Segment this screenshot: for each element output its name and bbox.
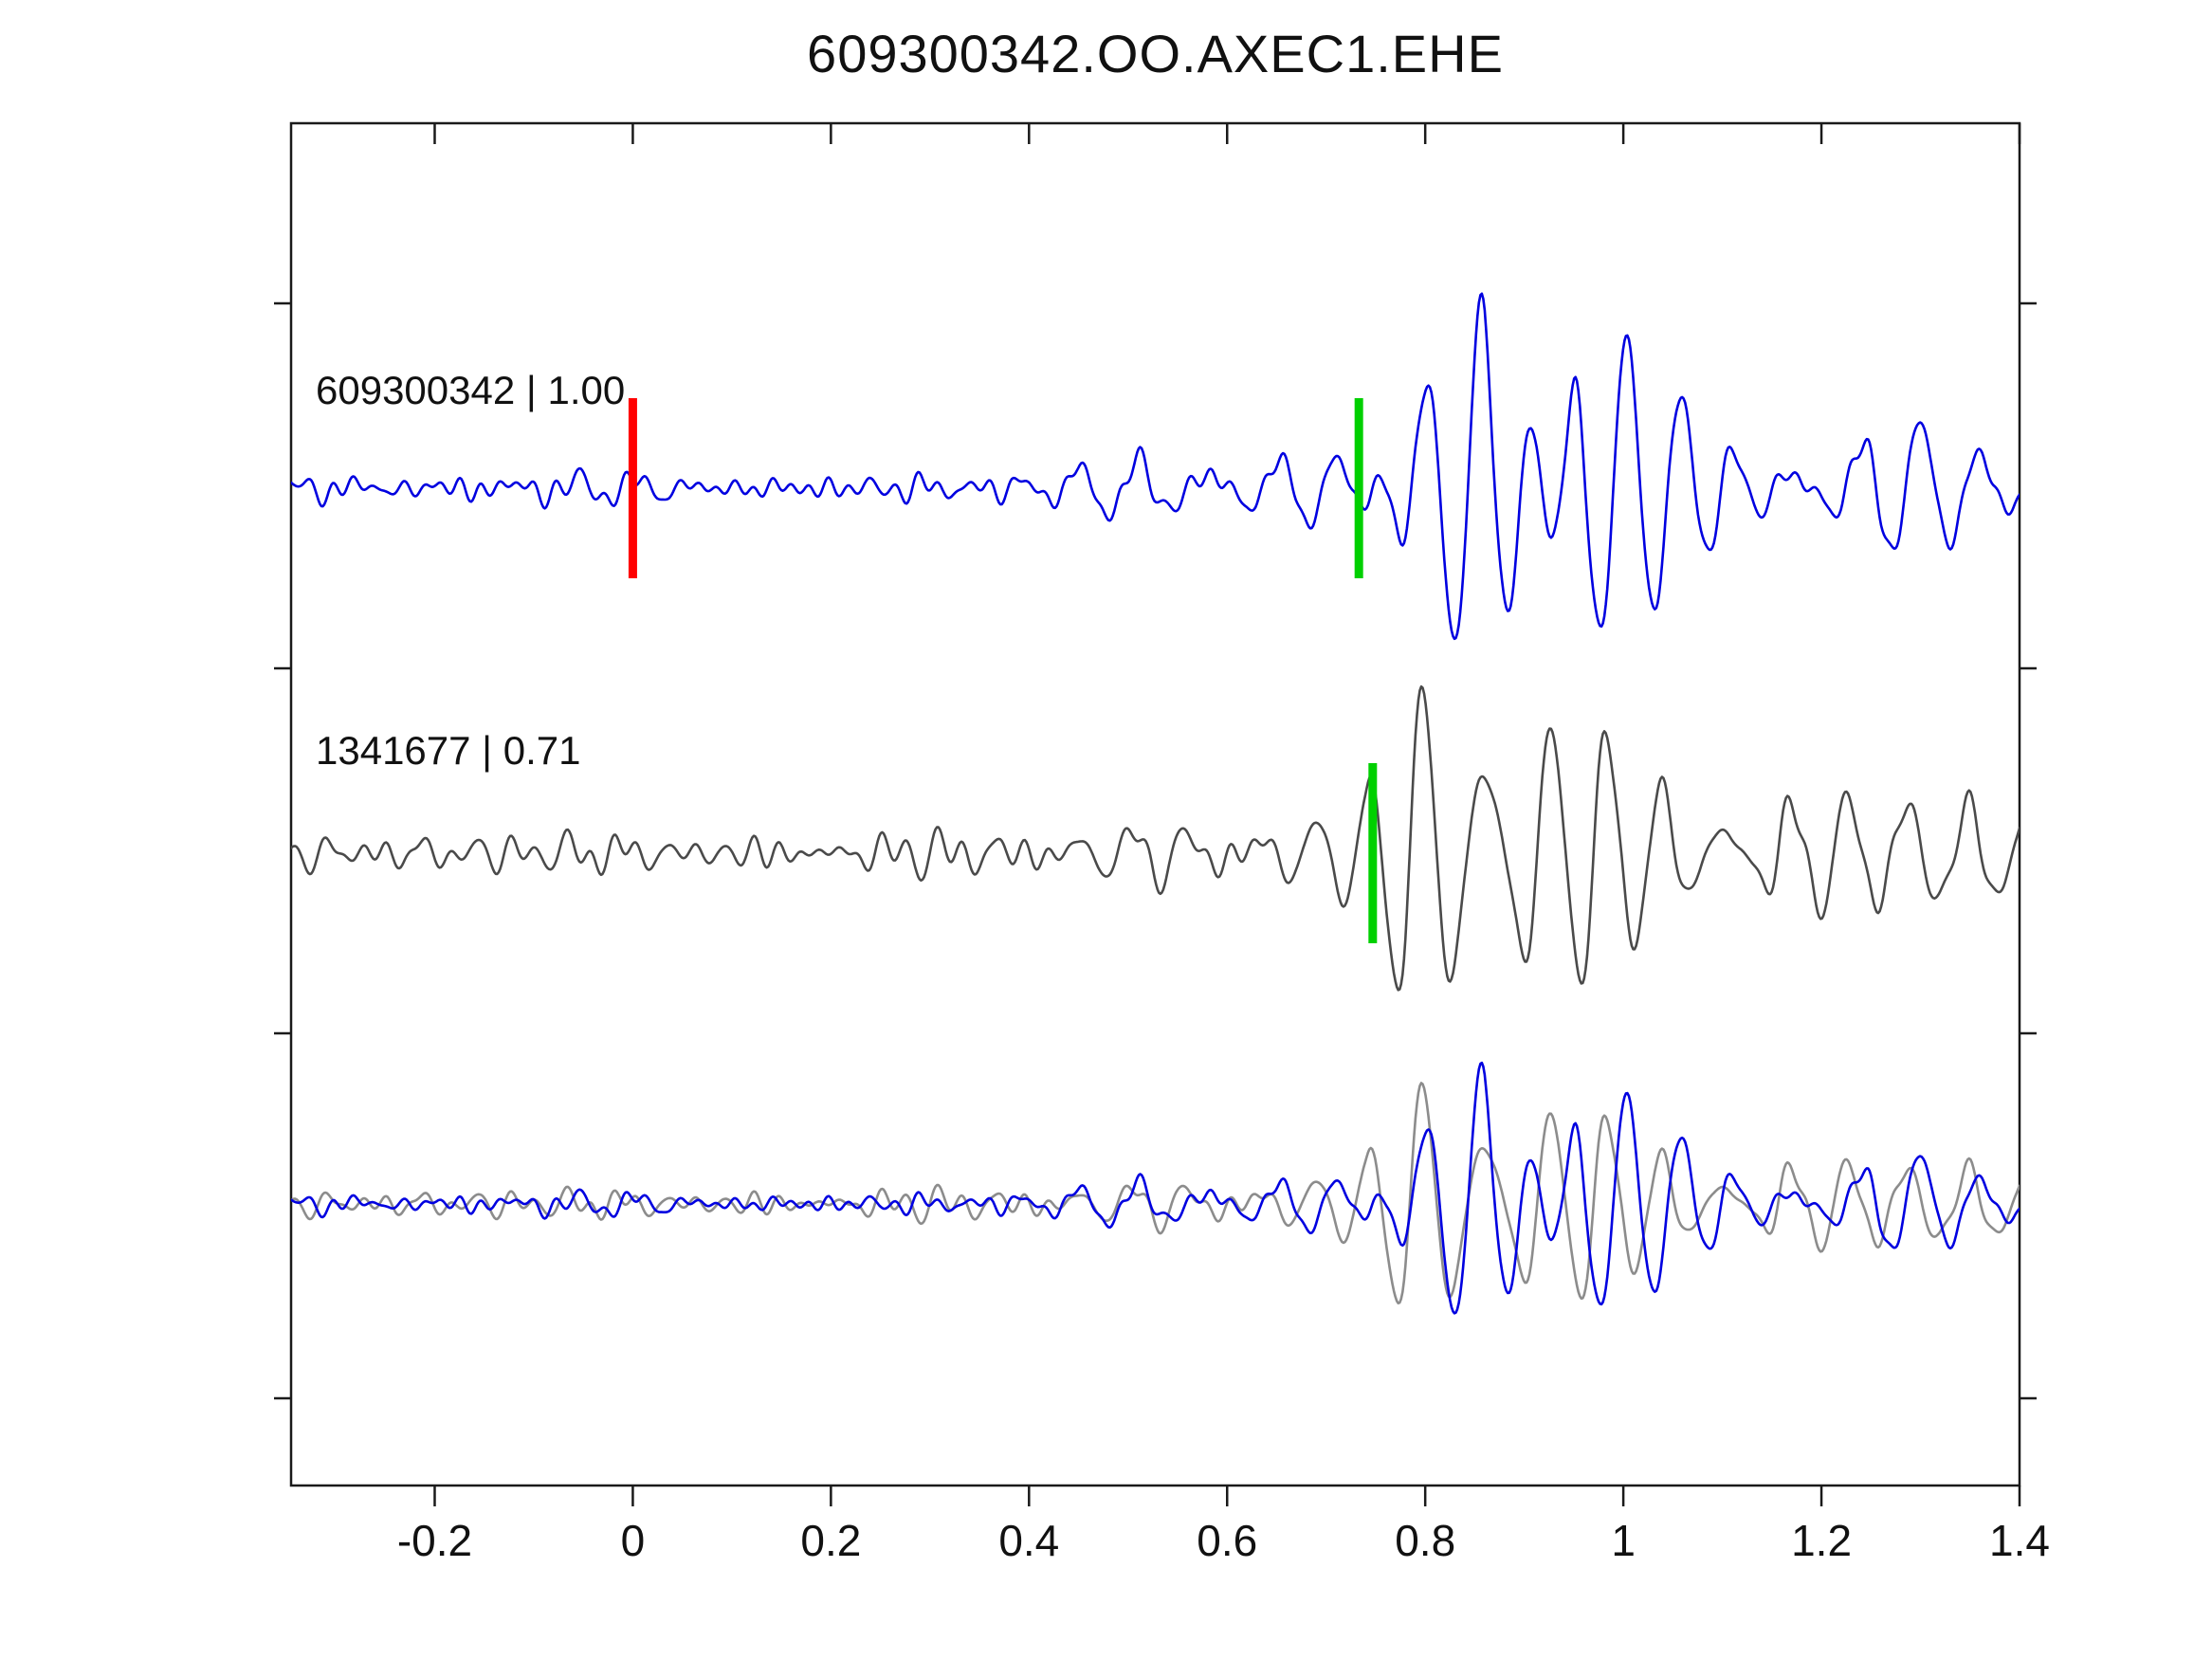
x-tick-label: 0 xyxy=(621,1516,646,1565)
trace-label-detection: 1341677 | 0.71 xyxy=(316,728,581,773)
x-tick-label: 1 xyxy=(1611,1516,1636,1565)
overlay-trace-template xyxy=(291,1061,2020,1315)
plot-border xyxy=(289,121,2021,1487)
x-tick-label: 0.4 xyxy=(998,1516,1059,1565)
trace-label-template: 609300342 | 1.00 xyxy=(316,368,626,412)
overlay-trace-detection xyxy=(291,1082,2020,1304)
x-tick-label: 1.2 xyxy=(1791,1516,1852,1565)
trace-template xyxy=(291,292,2020,641)
trace-detection xyxy=(291,684,2020,992)
x-tick-label: 0.6 xyxy=(1197,1516,1257,1565)
figure-title: 609300342.OO.AXEC1.EHE xyxy=(807,24,1504,83)
x-tick-label: 1.4 xyxy=(1989,1516,2050,1565)
x-tick-label: -0.2 xyxy=(397,1516,472,1565)
x-tick-label: 0.8 xyxy=(1395,1516,1455,1565)
x-tick-label: 0.2 xyxy=(800,1516,861,1565)
